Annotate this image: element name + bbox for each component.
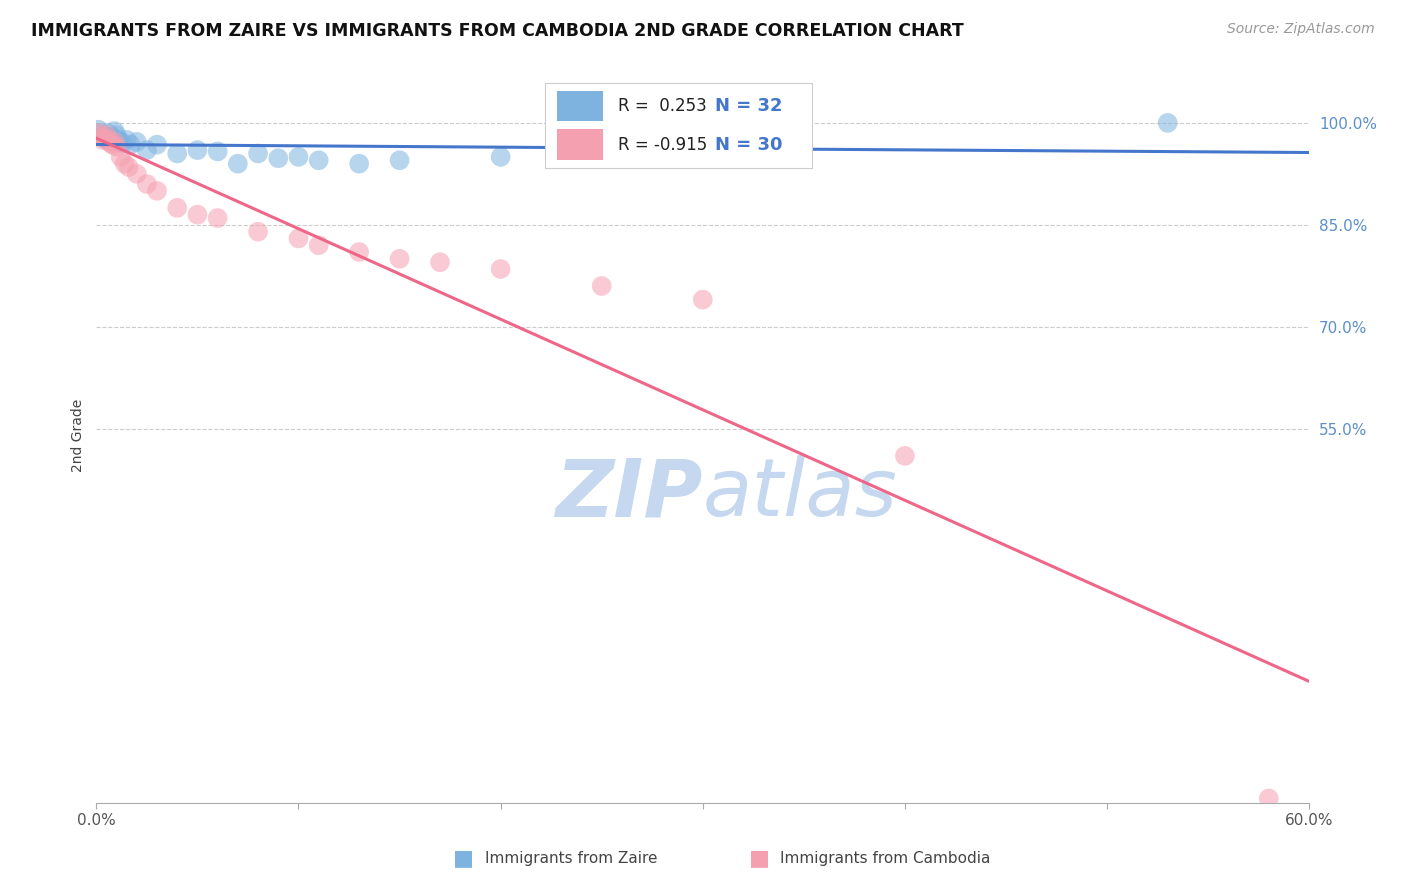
Point	[287, 150, 309, 164]
Point	[111, 136, 134, 151]
Point	[166, 146, 188, 161]
Y-axis label: 2nd Grade: 2nd Grade	[72, 399, 86, 472]
Point	[125, 135, 148, 149]
Point	[429, 255, 451, 269]
FancyBboxPatch shape	[546, 83, 811, 168]
Point	[101, 137, 124, 152]
Point	[93, 131, 115, 145]
Point	[247, 225, 270, 239]
Point	[118, 160, 141, 174]
Point	[103, 135, 125, 149]
Point	[146, 184, 169, 198]
Point	[97, 126, 120, 140]
Point	[186, 143, 208, 157]
Point	[100, 129, 122, 144]
Point	[97, 133, 120, 147]
Text: ZIP: ZIP	[555, 455, 703, 533]
Point	[388, 153, 411, 168]
Point	[207, 211, 229, 225]
Point	[308, 153, 330, 168]
Point	[651, 146, 673, 161]
Point	[100, 136, 122, 151]
Point	[146, 137, 169, 152]
Point	[114, 156, 136, 170]
Point	[388, 252, 411, 266]
Point	[135, 177, 157, 191]
Point	[1157, 116, 1180, 130]
Point	[115, 133, 138, 147]
Point	[101, 131, 124, 145]
Point	[226, 156, 249, 170]
Point	[207, 145, 229, 159]
Point	[110, 150, 132, 164]
Point	[91, 129, 114, 144]
Point	[110, 135, 132, 149]
Text: Source: ZipAtlas.com: Source: ZipAtlas.com	[1227, 22, 1375, 37]
Point	[87, 122, 110, 136]
Point	[692, 293, 714, 307]
Point	[89, 126, 111, 140]
Point	[894, 449, 917, 463]
Point	[93, 131, 115, 145]
Point	[347, 156, 370, 170]
Point	[186, 208, 208, 222]
Point	[308, 238, 330, 252]
Text: atlas: atlas	[703, 455, 897, 533]
Text: Immigrants from Zaire: Immigrants from Zaire	[485, 851, 658, 865]
Point	[1257, 791, 1279, 805]
Text: R = -0.915: R = -0.915	[617, 136, 707, 153]
FancyBboxPatch shape	[557, 129, 603, 161]
Point	[267, 151, 290, 165]
Point	[96, 133, 118, 147]
Point	[247, 146, 270, 161]
Point	[87, 126, 110, 140]
Point	[135, 143, 157, 157]
Point	[105, 139, 128, 153]
Point	[89, 129, 111, 144]
Point	[347, 245, 370, 260]
Point	[103, 124, 125, 138]
Text: R =  0.253: R = 0.253	[617, 97, 707, 115]
Point	[125, 167, 148, 181]
Point	[287, 231, 309, 245]
Text: N = 32: N = 32	[714, 97, 782, 115]
Point	[489, 150, 512, 164]
Point	[120, 137, 142, 152]
Text: Immigrants from Cambodia: Immigrants from Cambodia	[780, 851, 991, 865]
Text: IMMIGRANTS FROM ZAIRE VS IMMIGRANTS FROM CAMBODIA 2ND GRADE CORRELATION CHART: IMMIGRANTS FROM ZAIRE VS IMMIGRANTS FROM…	[31, 22, 963, 40]
Text: ■: ■	[749, 848, 769, 868]
Text: ■: ■	[454, 848, 474, 868]
Point	[591, 146, 613, 161]
Text: N = 30: N = 30	[714, 136, 782, 153]
Point	[489, 262, 512, 277]
Point	[96, 128, 118, 142]
Point	[105, 128, 128, 142]
Point	[91, 133, 114, 147]
Point	[166, 201, 188, 215]
FancyBboxPatch shape	[557, 91, 603, 121]
Point	[107, 133, 129, 147]
Point	[591, 279, 613, 293]
